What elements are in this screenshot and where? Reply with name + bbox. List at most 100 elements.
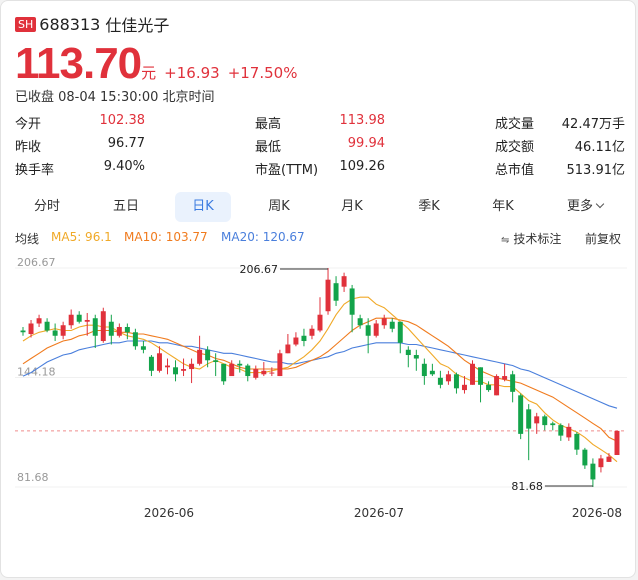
candle-body xyxy=(333,283,339,301)
candle-body xyxy=(405,349,411,356)
adjust-icon: ⇋ xyxy=(501,235,510,246)
candle-body xyxy=(84,319,90,322)
candle-body xyxy=(341,276,347,287)
period-tabs: 分时 五日 日K 周K 月K 季K 年K 更多 xyxy=(15,192,625,222)
candle-body xyxy=(381,318,387,326)
candle-body xyxy=(221,363,227,382)
chevron-down-icon xyxy=(595,199,605,209)
candle-body xyxy=(44,321,50,331)
low-annotation: 81.68 xyxy=(511,480,543,493)
candle-body xyxy=(124,326,130,333)
candle-body xyxy=(614,430,620,456)
tech-annotation-button[interactable]: ⇋ 技术标注 xyxy=(501,230,561,247)
candle-body xyxy=(277,353,283,377)
period-tab[interactable]: 分时 xyxy=(22,192,72,222)
candle-body xyxy=(20,330,26,333)
candle-body xyxy=(189,363,195,370)
stat-label: 换手率 xyxy=(15,163,55,178)
candle-body xyxy=(526,409,532,429)
stat-value: 9.40% xyxy=(103,159,145,174)
period-tab-label: 五日 xyxy=(112,199,139,214)
period-tab[interactable]: 五日 xyxy=(101,192,151,222)
ma-legend: 均线 MA5: 96.1 MA10: 103.77 MA20: 120.67 ⇋… xyxy=(15,230,625,248)
period-tab-label: 月K xyxy=(341,199,363,214)
adjust-price-button[interactable]: 前复权 xyxy=(585,232,622,246)
stat-value: 102.38 xyxy=(99,113,146,128)
candle-body xyxy=(156,353,162,371)
candle-body xyxy=(550,423,556,426)
period-tab[interactable]: 更多 xyxy=(560,192,610,222)
candle-body xyxy=(148,356,154,371)
stat-value: 46.11亿 xyxy=(574,140,625,155)
candle-body xyxy=(213,360,219,363)
candle-body xyxy=(325,279,331,312)
candle-body xyxy=(108,321,114,336)
ma-legend-title: 均线 xyxy=(15,232,40,246)
high-annotation: 206.67 xyxy=(240,263,279,276)
candle-body xyxy=(373,323,379,336)
candle-body xyxy=(494,376,500,396)
stat-value: 513.91亿 xyxy=(566,163,626,178)
candle-body xyxy=(245,365,251,377)
candle-body xyxy=(76,314,82,322)
period-tab-label: 分时 xyxy=(33,199,60,214)
candle-body xyxy=(301,335,307,342)
ma20-label: MA20: 120.67 xyxy=(221,230,305,244)
candle-body xyxy=(197,349,203,364)
stock-title: SH 688313 仕佳光子 xyxy=(15,12,169,36)
candle-body xyxy=(357,318,363,326)
period-tab-label: 年K xyxy=(492,199,514,214)
candle-body xyxy=(470,363,475,385)
candle-body xyxy=(60,325,66,336)
period-tab-label: 周K xyxy=(268,199,290,214)
candle-body xyxy=(205,349,211,361)
period-tab-label: 日K xyxy=(192,199,214,214)
candle-body xyxy=(92,318,98,336)
x-tick-label: 2026-07 xyxy=(354,506,404,520)
candle-body xyxy=(510,374,516,392)
candle-body xyxy=(582,449,588,466)
candle-body xyxy=(413,355,419,359)
stat-label: 总市值 xyxy=(495,163,535,178)
stat-label: 最高 xyxy=(255,117,282,132)
kline-chart[interactable]: 206.67 144.18 81.68 206.67 81.68 2026-06 2026-… xyxy=(1,251,636,531)
candle-body xyxy=(253,369,259,378)
x-tick-label: 2026-06 xyxy=(144,506,194,520)
stat-label: 市盈(TTM) xyxy=(255,163,319,178)
period-tab[interactable]: 周K xyxy=(254,192,304,222)
candle-body xyxy=(269,372,275,374)
stat-value: 109.26 xyxy=(339,159,386,174)
candle-body xyxy=(68,314,74,326)
y-tick-label: 206.67 xyxy=(17,256,56,269)
stats-grid: 今开 102.38 最高 113.98 成交量 42.47万手 昨收 96.77 最低 99.94… xyxy=(15,113,625,179)
candle-body xyxy=(534,416,540,424)
candle-body xyxy=(116,326,122,336)
candle-body xyxy=(317,314,323,331)
candle-body xyxy=(237,363,243,366)
candle-body xyxy=(478,367,484,385)
candle-body xyxy=(429,370,435,375)
stock-code: 688313 xyxy=(39,14,101,34)
stat-label: 成交量 xyxy=(495,117,535,132)
period-tab[interactable]: 年K xyxy=(478,192,528,222)
price-unit: 元 xyxy=(141,64,157,82)
ma5-line xyxy=(22,296,618,463)
candle-body xyxy=(28,323,34,335)
candle-body xyxy=(165,365,170,368)
candle-body xyxy=(389,321,395,329)
period-tab[interactable]: 季K xyxy=(404,192,454,222)
ma10-line xyxy=(22,317,618,442)
candle-body xyxy=(285,344,291,354)
y-tick-label: 144.18 xyxy=(17,366,56,379)
market-status: 已收盘 08-04 15:30:00 北京时间 xyxy=(15,90,215,105)
tech-annotation-label: 技术标注 xyxy=(513,232,562,246)
price-row: 113.70 元 +16.93 +17.50% xyxy=(15,39,305,89)
candle-body xyxy=(421,363,427,377)
candle-body xyxy=(140,346,146,350)
period-tab[interactable]: 日K xyxy=(175,192,231,222)
period-tab[interactable]: 月K xyxy=(327,192,377,222)
candle-body xyxy=(173,367,179,375)
candle-body xyxy=(132,332,138,347)
period-tab-label: 更多 xyxy=(566,199,593,214)
